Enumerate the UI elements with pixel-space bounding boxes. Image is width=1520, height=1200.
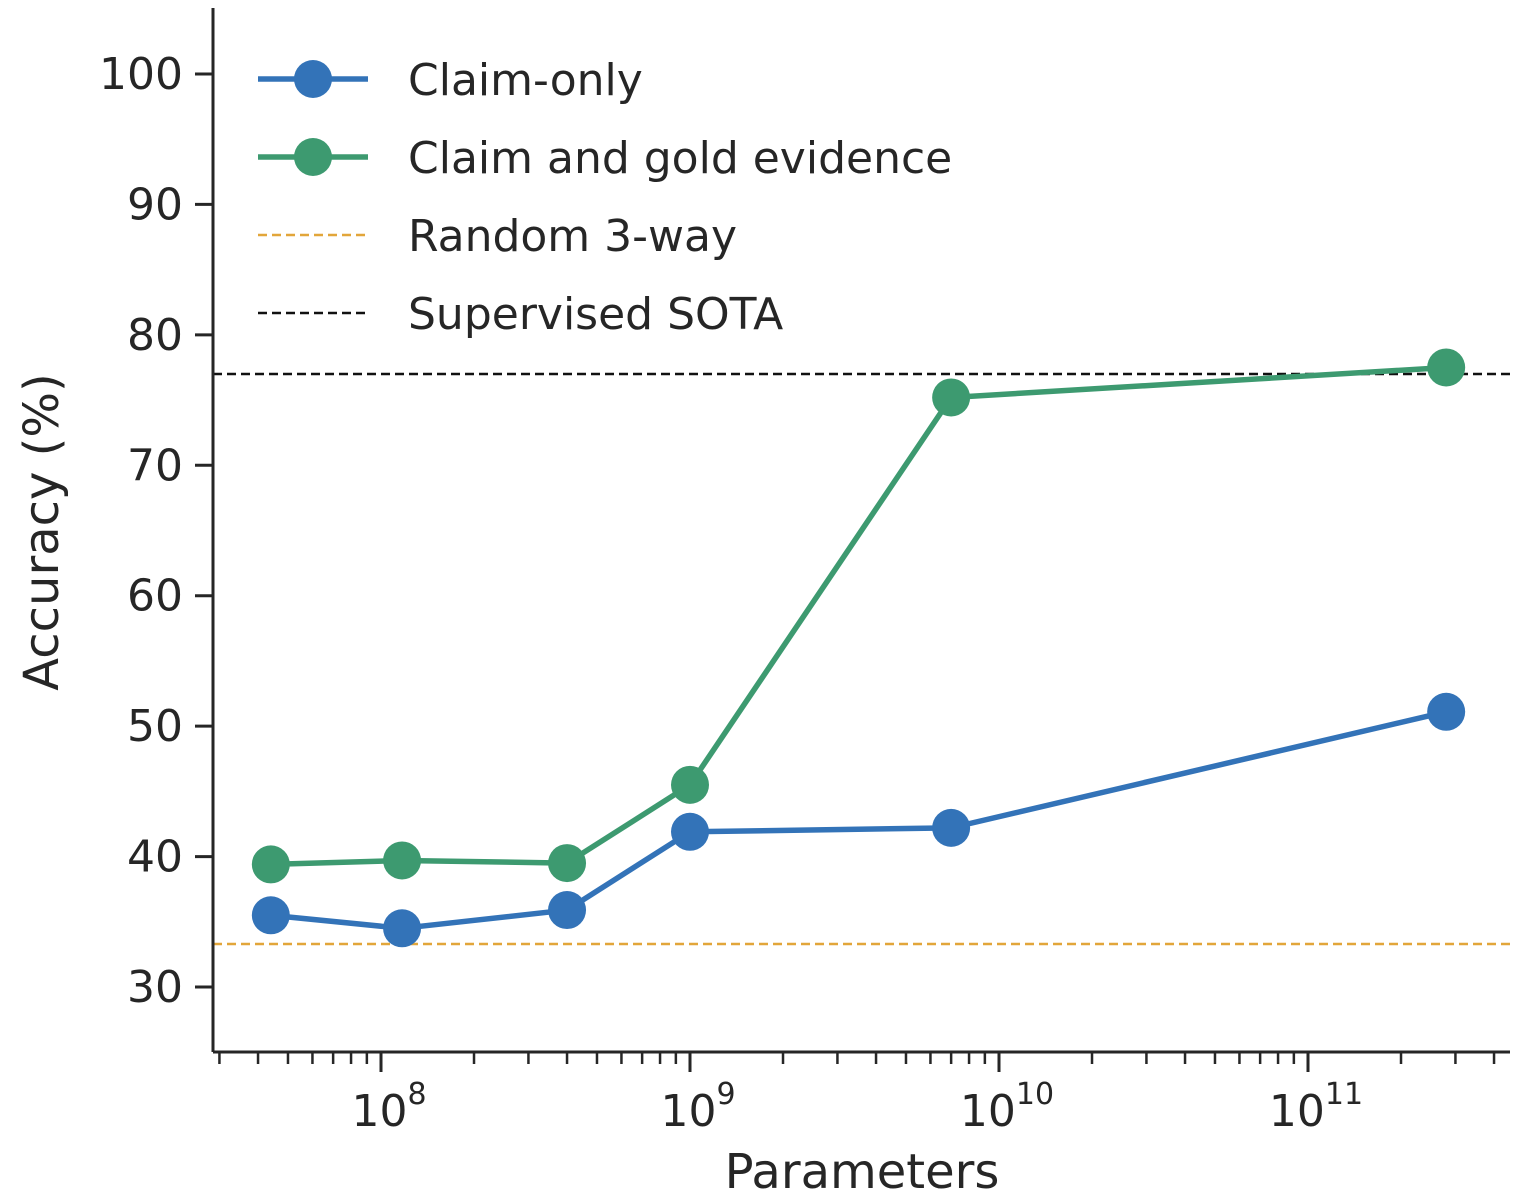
series-1-point-0: [251, 845, 290, 884]
x-tick-label: 108: [351, 1077, 426, 1137]
legend: Claim-only Claim and gold evidence Random …: [258, 55, 952, 340]
legend-entry-2: Random 3-way: [258, 211, 737, 262]
y-tick-label: 80: [127, 310, 183, 361]
series-points: [251, 348, 1466, 948]
legend-marker: [294, 138, 332, 176]
series-lines: [270, 364, 1447, 932]
series-line-0: [270, 709, 1447, 932]
y-tick-label: 50: [127, 701, 183, 752]
x-tick-label: 109: [660, 1077, 735, 1137]
series-1-point-4: [932, 378, 971, 417]
series-0-point-4: [932, 808, 971, 847]
series-0-point-1: [383, 909, 422, 948]
y-tick-label: 30: [127, 962, 183, 1013]
legend-label: Claim-only: [408, 55, 643, 106]
legend-entry-1: Claim and gold evidence: [258, 133, 952, 184]
legend-entry-3: Supervised SOTA: [258, 289, 783, 340]
y-tick-label: 60: [127, 571, 183, 622]
series-1-point-5: [1427, 348, 1466, 387]
legend-marker: [294, 60, 332, 98]
x-tick-label: 1011: [1269, 1077, 1363, 1137]
x-axis-title: Parameters: [725, 1144, 1000, 1200]
y-tick-label: 90: [127, 179, 183, 230]
legend-entry-0: Claim-only: [258, 55, 643, 106]
y-axis-title: Accuracy (%): [14, 373, 70, 690]
ticks: 30 40 50 60 70 80 90 100 108 109 1010 1011: [99, 49, 1496, 1137]
y-tick-label: 70: [127, 440, 183, 491]
series-1-point-1: [383, 841, 422, 880]
series-1-point-3: [671, 765, 709, 804]
series-0-point-2: [548, 891, 587, 930]
x-tick-label: 1010: [960, 1077, 1054, 1137]
series-0-point-5: [1427, 692, 1466, 731]
series-line-1: [270, 364, 1447, 868]
legend-label: Claim and gold evidence: [408, 133, 952, 184]
y-tick-label: 100: [99, 49, 183, 100]
legend-label: Random 3-way: [408, 211, 737, 262]
series-0-point-0: [251, 896, 290, 935]
y-tick-label: 40: [127, 832, 183, 883]
series-1-point-2: [548, 844, 587, 883]
series-0-point-3: [671, 812, 709, 851]
legend-label: Supervised SOTA: [408, 289, 783, 340]
